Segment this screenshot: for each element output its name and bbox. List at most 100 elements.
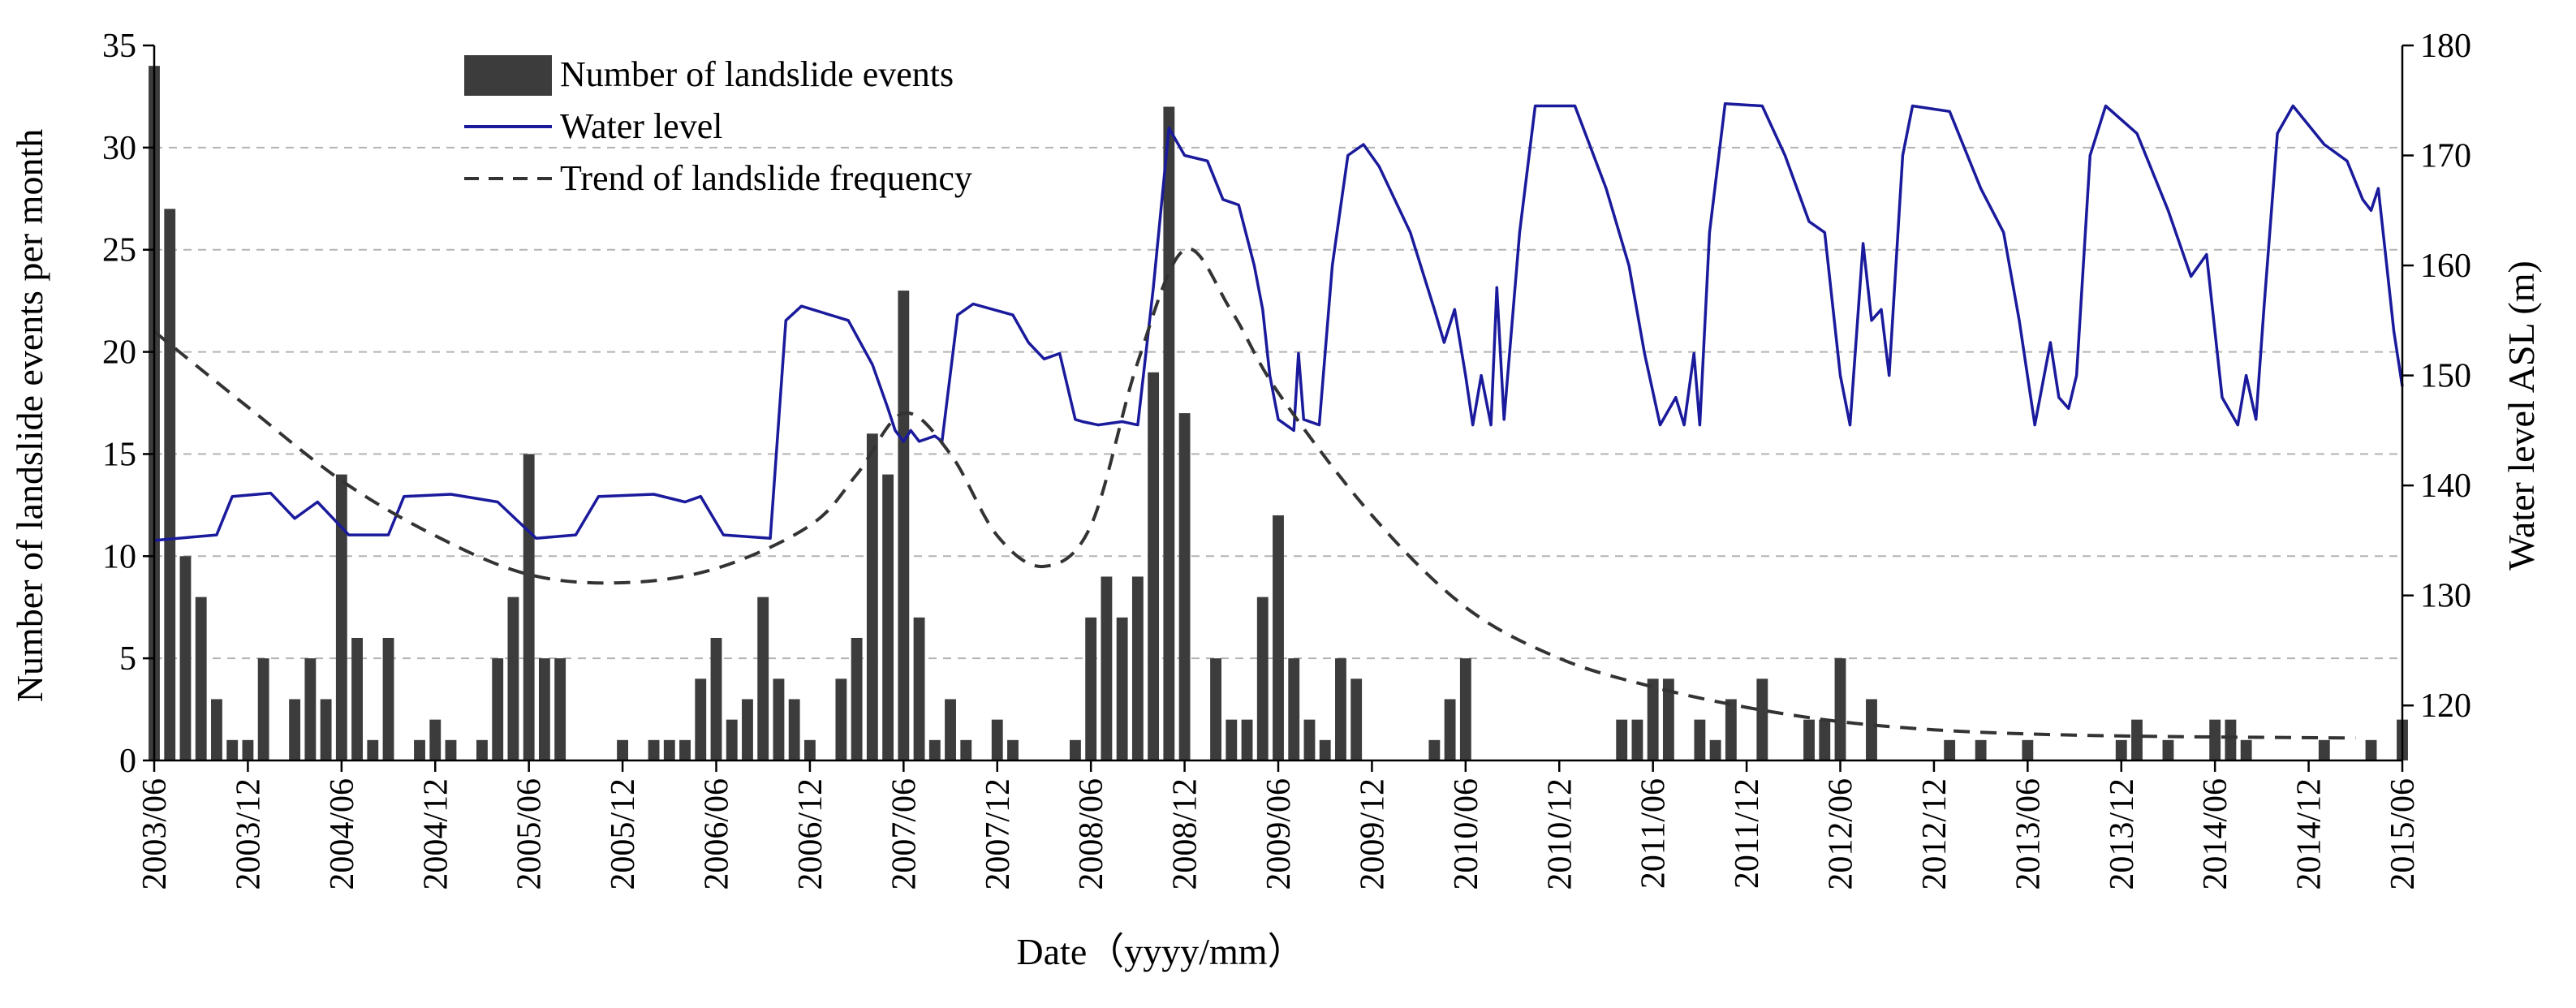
bar-2005-03	[476, 739, 488, 760]
bar-2012-06	[1834, 658, 1846, 760]
y-right-tick-label: 180	[2420, 28, 2471, 65]
x-tick-label: 2014/12	[2291, 778, 2328, 890]
y-axis-left-title: Number of landslide events per month	[9, 129, 50, 702]
bar-2006-09	[757, 597, 769, 760]
y-left-tick-label: 35	[102, 28, 136, 65]
y-left-tick-label: 30	[102, 130, 136, 167]
bar-2010-05	[1444, 699, 1456, 760]
bar-2007-03	[851, 637, 863, 760]
bar-2009-11	[1350, 678, 1363, 760]
legend-label-bars: Number of landslide events	[560, 54, 954, 94]
bar-2005-06	[523, 454, 535, 760]
x-tick-label: 2009/12	[1354, 778, 1391, 890]
y-right-tick-label: 150	[2420, 358, 2471, 395]
bar-2003-07	[164, 209, 176, 760]
bar-2015-04	[2365, 739, 2377, 760]
bar-2004-06	[335, 474, 347, 760]
bar-2003-08	[179, 556, 192, 760]
bar-2006-08	[742, 699, 753, 760]
bar-2008-05	[1070, 739, 1081, 760]
bar-2006-12	[803, 739, 816, 760]
x-tick-label: 2011/06	[1635, 778, 1673, 889]
water-level-line	[153, 102, 2404, 542]
x-tick-label: 2006/12	[792, 778, 829, 890]
x-tick-label: 2010/06	[1448, 778, 1485, 890]
bar-2004-08	[367, 739, 379, 760]
bar-2008-07	[1101, 576, 1113, 760]
bar-2010-04	[1428, 739, 1441, 760]
bar-2003-11	[226, 739, 239, 760]
y-axis-right-title: Water level ASL (m)	[2501, 261, 2542, 571]
bar-2006-04	[679, 739, 691, 760]
bar-2009-05	[1256, 597, 1269, 760]
bar-2007-09	[945, 699, 956, 760]
bar-2012-05	[1819, 719, 1831, 760]
bar-2009-06	[1273, 515, 1284, 760]
axes-layer: 0 5 10 15 20 25 30 35 120 130 140 150 160 170 180 2003/…	[102, 28, 2471, 890]
x-tick-label: 2006/06	[699, 778, 736, 890]
bar-2007-07	[913, 617, 925, 760]
bar-2012-01	[1756, 678, 1768, 760]
x-tick-label: 2015/06	[2384, 778, 2422, 890]
bar-2007-05	[882, 474, 894, 760]
y-left-tick-label: 0	[119, 743, 136, 780]
bar-2011-09	[1694, 719, 1706, 760]
grid-layer	[154, 146, 2402, 660]
lines-layer	[153, 102, 2404, 740]
x-tick-label: 2012/12	[1916, 778, 1954, 890]
bar-2003-09	[195, 597, 207, 760]
x-tick-label: 2003/12	[230, 778, 267, 890]
bar-2014-01	[2131, 719, 2143, 760]
bar-2008-08	[1116, 617, 1128, 760]
x-tick-label: 2012/06	[1823, 778, 1860, 890]
y-left-tick-label: 5	[119, 640, 136, 678]
bar-2009-10	[1335, 658, 1346, 760]
bar-2004-12	[429, 719, 442, 760]
bar-2009-07	[1288, 658, 1300, 760]
bar-2005-05	[507, 597, 519, 760]
x-axis-title: Date（yyyy/mm）	[1016, 931, 1304, 972]
trend-line	[153, 247, 2356, 740]
bar-2005-01	[445, 739, 457, 760]
bar-2009-02	[1210, 658, 1221, 760]
x-tick-label: 2005/12	[605, 778, 642, 890]
bar-2005-04	[492, 658, 504, 760]
legend-label-trend: Trend of landslide frequency	[560, 158, 972, 198]
bar-2003-12	[242, 739, 254, 760]
bar-2006-05	[695, 678, 707, 760]
bar-2008-01	[1007, 739, 1019, 760]
x-tick-label: 2010/12	[1541, 778, 1579, 890]
bar-2009-03	[1226, 719, 1238, 760]
bars-layer	[149, 66, 2408, 760]
bar-2004-07	[351, 637, 363, 760]
bar-2007-06	[898, 291, 910, 760]
x-tick-label: 2013/12	[2104, 778, 2141, 890]
bar-2006-10	[773, 678, 785, 760]
y-left-tick-label: 10	[102, 538, 136, 575]
bar-2004-05	[320, 699, 332, 760]
bar-2011-05	[1631, 719, 1643, 760]
x-tick-label: 2004/06	[324, 778, 361, 890]
bar-2009-09	[1319, 739, 1331, 760]
legend: Number of landslide events Water level T…	[464, 54, 972, 198]
bar-2007-02	[835, 678, 847, 760]
x-tick-label: 2007/06	[885, 778, 923, 890]
x-tick-label: 2005/06	[511, 778, 549, 890]
bar-2004-11	[414, 739, 425, 760]
bar-2008-11	[1163, 106, 1175, 760]
bar-2008-09	[1131, 576, 1144, 760]
y-right-tick-label: 170	[2420, 138, 2471, 175]
bar-2004-04	[304, 658, 317, 760]
bar-2005-07	[538, 658, 550, 760]
bar-2011-07	[1662, 678, 1674, 760]
bar-2009-08	[1303, 719, 1316, 760]
bar-2011-06	[1647, 678, 1659, 760]
bar-2013-01	[1944, 739, 1956, 760]
bar-2006-03	[663, 739, 675, 760]
y-right-tick-label: 160	[2420, 248, 2471, 285]
bar-2011-04	[1616, 719, 1628, 760]
bar-2013-03	[1975, 739, 1987, 760]
x-tick-label: 2008/12	[1167, 778, 1204, 890]
y-right-tick-label: 130	[2420, 578, 2471, 615]
